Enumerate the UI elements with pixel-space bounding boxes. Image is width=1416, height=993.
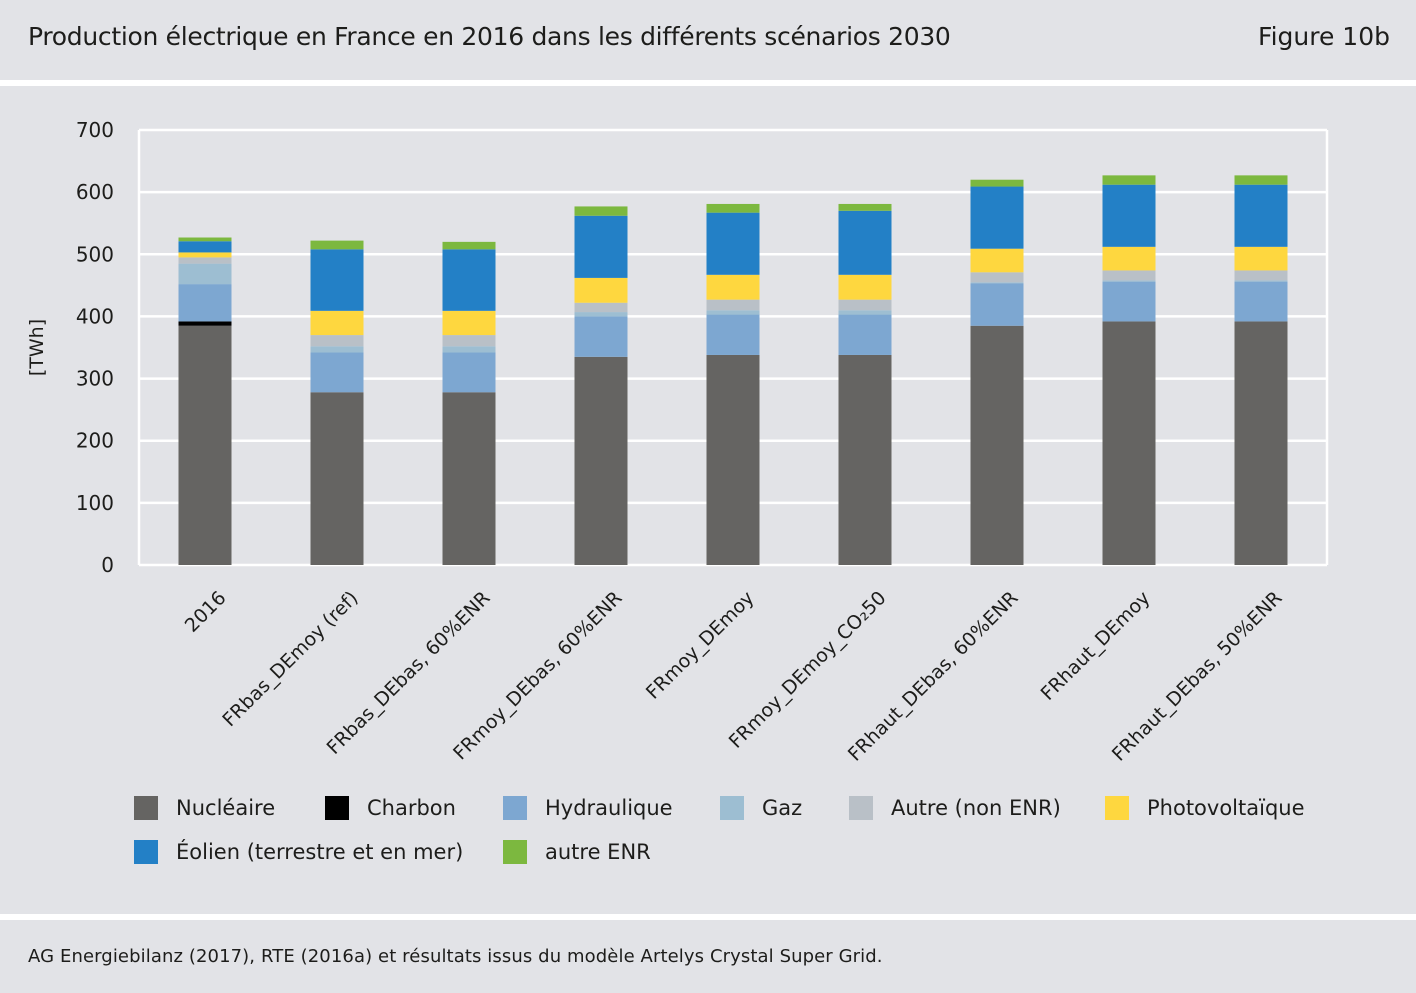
bar-segment [442, 346, 496, 353]
bar-segment [574, 312, 628, 317]
y-tick-label: 600 [76, 180, 114, 204]
bar-segment [310, 249, 364, 311]
bar-segment [310, 335, 364, 347]
bar-segment [838, 210, 892, 275]
bar-segment [706, 212, 760, 275]
bar-segment [178, 325, 232, 565]
header: Production électrique en France en 2016 … [0, 0, 1416, 80]
bar-segment [1102, 321, 1156, 565]
bar-segment [1102, 246, 1156, 271]
bar-segment [838, 310, 892, 315]
y-tick-label: 100 [76, 491, 114, 515]
bar-segment [574, 215, 628, 278]
bar-segment [1102, 175, 1156, 185]
divider [0, 914, 1416, 920]
bar-segment [178, 237, 232, 242]
bar-segment [442, 310, 496, 336]
bar-segment [1234, 281, 1288, 322]
bar-segment [178, 321, 232, 326]
bar-segment [1234, 246, 1288, 271]
bar-segment [310, 310, 364, 336]
bar-segment [970, 186, 1024, 249]
bar-segment [1234, 321, 1288, 565]
x-tick-label: FRmoy_DEmoy [642, 587, 759, 704]
bar-segment [1102, 280, 1156, 282]
bar-segment [706, 274, 760, 300]
x-tick-label: FRbas_DEmoy (ref) [218, 587, 362, 731]
bar-segment [970, 283, 1024, 326]
y-tick-label: 200 [76, 429, 114, 453]
stacked-bar-chart: 0 100 200 300 400 500 600 700 [TWh] 2016FRbas_DEm… [26, 118, 1329, 766]
bar-segment [970, 272, 1024, 283]
bar-segment [442, 392, 496, 565]
bar-segment [970, 325, 1024, 565]
bar-segment [310, 392, 364, 565]
bar-segment [1102, 281, 1156, 322]
bar-segment [574, 356, 628, 565]
bar-segment [310, 240, 364, 250]
bar-segment [1234, 175, 1288, 185]
bar-segment [706, 299, 760, 311]
bar-segment [838, 314, 892, 355]
bar-segment [178, 257, 232, 264]
bar-segment [574, 277, 628, 303]
divider [0, 80, 1416, 86]
bar-segment [178, 284, 232, 322]
figure-label: Figure 10b [1258, 22, 1390, 51]
bar-segment [838, 354, 892, 565]
bar-segment [310, 346, 364, 353]
y-tick-label: 400 [76, 304, 114, 328]
bar-segment [442, 249, 496, 311]
bar-segment [706, 203, 760, 213]
bar-segment [310, 352, 364, 393]
bar-segment [838, 203, 892, 211]
x-tick-label: FRhaut_DEmoy [1037, 587, 1155, 705]
y-tick-label: 0 [101, 553, 114, 577]
bar-segment [706, 310, 760, 315]
bar-segment [442, 241, 496, 250]
bar-segment [1102, 270, 1156, 281]
bar-segment [838, 299, 892, 311]
bar-segment [1102, 184, 1156, 247]
bar-segment [442, 352, 496, 393]
x-tick-label: 2016 [181, 587, 231, 637]
bar-segment [178, 241, 232, 253]
bar-segment [574, 206, 628, 216]
bar-segment [574, 316, 628, 357]
source-note: AG Energiebilanz (2017), RTE (2016a) et … [28, 946, 883, 967]
y-tick-label: 500 [76, 242, 114, 266]
chart-panel: 0 100 200 300 400 500 600 700 [TWh] 2016 FRbas_DEm… [0, 86, 1416, 914]
y-tick-label: 700 [76, 118, 114, 142]
bar-segment [178, 263, 232, 285]
bar-segment [706, 354, 760, 565]
bar-segment [1234, 280, 1288, 282]
bar-segment [574, 302, 628, 313]
bar-segment [1234, 184, 1288, 247]
bar-segment [178, 252, 232, 258]
page-title: Production électrique en France en 2016 … [28, 22, 951, 51]
bar-segment [970, 248, 1024, 273]
bar-segment [970, 282, 1024, 284]
bar-segment [1234, 270, 1288, 281]
y-axis-label: [TWh] [26, 319, 48, 376]
bar-segment [706, 314, 760, 355]
bar-segment [970, 179, 1024, 187]
y-tick-label: 300 [76, 367, 114, 391]
bar-segment [442, 335, 496, 347]
bar-segment [838, 274, 892, 300]
